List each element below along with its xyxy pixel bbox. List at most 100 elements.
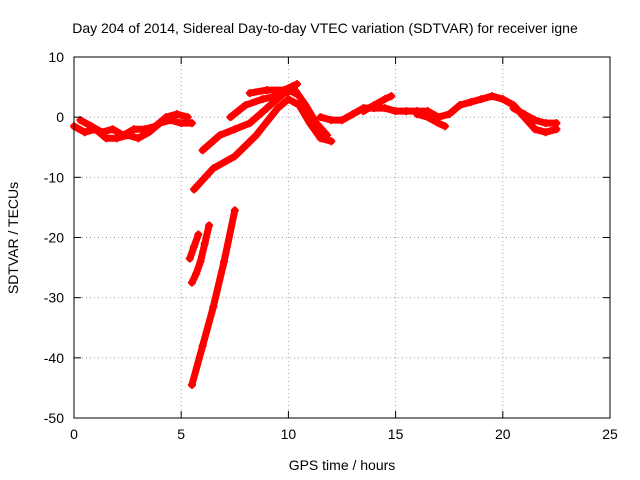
data-point xyxy=(187,380,196,389)
data-point xyxy=(541,128,550,137)
data-series xyxy=(70,80,561,389)
data-point xyxy=(183,113,192,122)
x-tick-label: 5 xyxy=(177,426,185,442)
x-tick-label: 25 xyxy=(602,426,618,442)
x-tick-label: 10 xyxy=(281,426,297,442)
data-point xyxy=(312,119,321,128)
series-trace-8 xyxy=(187,221,214,287)
data-point xyxy=(192,269,201,278)
chart-title: Day 204 of 2014, Sidereal Day-to-day VTE… xyxy=(72,20,578,36)
data-point xyxy=(252,131,261,140)
data-point xyxy=(80,128,89,137)
data-point xyxy=(230,152,239,161)
data-point xyxy=(262,86,271,95)
data-point xyxy=(119,131,128,140)
axis-ticks: 0 5 10 15 20 25 -50 -40 -30 -20 -10 0 10 xyxy=(44,49,618,442)
series-line xyxy=(199,86,331,154)
data-point xyxy=(498,95,507,104)
data-point xyxy=(187,278,196,287)
data-point xyxy=(102,134,111,143)
data-point xyxy=(290,89,299,98)
series-trace-3 xyxy=(190,95,336,194)
data-point xyxy=(488,92,497,101)
series-trace-2 xyxy=(76,110,192,140)
data-point xyxy=(205,221,214,230)
data-point xyxy=(97,128,106,137)
series-trace-12 xyxy=(413,110,449,131)
data-point xyxy=(196,257,205,266)
data-point xyxy=(200,239,209,248)
data-point xyxy=(215,131,224,140)
y-tick-label: 0 xyxy=(56,109,64,125)
series-trace-11 xyxy=(359,92,396,116)
data-point xyxy=(209,302,218,311)
data-point xyxy=(177,119,186,128)
data-point xyxy=(338,116,346,125)
x-tick-label: 15 xyxy=(388,426,404,442)
data-point xyxy=(194,230,203,239)
grid-lines xyxy=(74,57,610,418)
x-axis-label: GPS time / hours xyxy=(289,457,396,473)
data-point xyxy=(440,122,449,131)
data-point xyxy=(402,107,411,116)
data-point xyxy=(172,110,181,119)
series-line xyxy=(246,80,301,97)
data-point xyxy=(359,107,368,116)
data-point xyxy=(391,107,400,116)
y-tick-label: -10 xyxy=(44,169,64,185)
series-trace-6 xyxy=(245,80,301,98)
data-point xyxy=(370,101,379,110)
data-point xyxy=(530,125,539,134)
series-trace-7 xyxy=(187,206,239,389)
data-point xyxy=(185,254,194,263)
series-line xyxy=(359,92,395,115)
y-axis-label: SDTVAR / TECUs xyxy=(5,182,21,294)
data-point xyxy=(187,119,196,128)
data-point xyxy=(509,104,518,113)
data-point xyxy=(245,119,254,128)
data-point xyxy=(226,113,235,122)
data-point xyxy=(322,131,331,140)
data-point xyxy=(520,110,529,119)
y-tick-label: -40 xyxy=(44,350,64,366)
series-line xyxy=(190,95,335,193)
y-tick-label: -30 xyxy=(44,290,64,306)
data-point xyxy=(541,119,550,128)
data-point xyxy=(445,110,454,119)
data-point xyxy=(230,206,239,215)
data-point xyxy=(87,122,96,131)
data-point xyxy=(387,92,396,101)
data-point xyxy=(209,164,218,173)
series-line xyxy=(413,110,449,130)
data-point xyxy=(477,95,486,104)
data-point xyxy=(151,122,160,131)
data-point xyxy=(220,257,229,266)
data-point xyxy=(327,137,336,146)
data-point xyxy=(241,101,250,110)
data-point xyxy=(380,95,389,104)
data-point xyxy=(280,86,289,95)
y-tick-label: -20 xyxy=(44,230,64,246)
data-point xyxy=(262,104,271,113)
y-tick-label: -50 xyxy=(44,410,64,426)
data-point xyxy=(434,119,443,128)
y-tick-label: 10 xyxy=(48,49,64,65)
data-point xyxy=(455,101,464,110)
data-point xyxy=(273,104,282,113)
data-point xyxy=(190,185,199,194)
data-point xyxy=(552,119,561,128)
data-point xyxy=(245,89,254,98)
data-point xyxy=(130,125,139,134)
data-point xyxy=(140,125,149,134)
data-point xyxy=(292,80,301,89)
data-point xyxy=(230,125,239,134)
series-trace-13 xyxy=(509,104,561,128)
x-tick-label: 20 xyxy=(495,426,511,442)
data-point xyxy=(327,116,336,125)
data-point xyxy=(301,101,310,110)
data-point xyxy=(258,95,267,104)
data-point xyxy=(284,95,293,104)
data-point xyxy=(348,110,357,119)
data-point xyxy=(198,341,207,350)
